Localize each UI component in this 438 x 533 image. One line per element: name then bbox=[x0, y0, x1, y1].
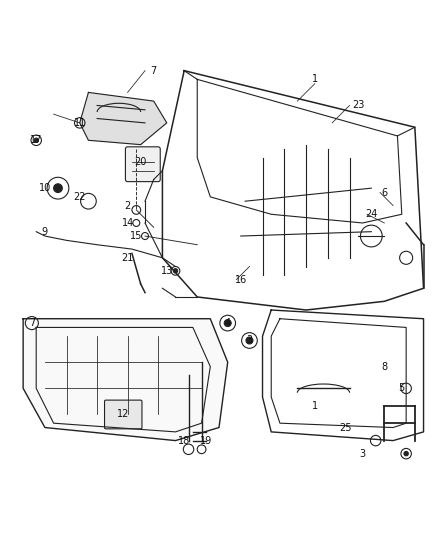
Text: 24: 24 bbox=[365, 209, 378, 219]
Text: 5: 5 bbox=[399, 383, 405, 393]
Polygon shape bbox=[80, 92, 167, 144]
Text: 19: 19 bbox=[200, 435, 212, 446]
Text: 1: 1 bbox=[312, 401, 318, 411]
Text: 11: 11 bbox=[74, 118, 86, 128]
Text: 9: 9 bbox=[42, 227, 48, 237]
Text: 14: 14 bbox=[121, 218, 134, 228]
Text: 7: 7 bbox=[29, 318, 35, 328]
Text: 1: 1 bbox=[312, 75, 318, 84]
Text: 22: 22 bbox=[74, 192, 86, 202]
Polygon shape bbox=[23, 319, 228, 441]
Circle shape bbox=[404, 451, 408, 456]
Text: 17: 17 bbox=[30, 135, 42, 146]
Text: 3: 3 bbox=[247, 335, 253, 345]
Text: 2: 2 bbox=[124, 200, 131, 211]
Text: 23: 23 bbox=[352, 100, 364, 110]
Circle shape bbox=[224, 320, 231, 327]
Text: 25: 25 bbox=[339, 423, 351, 433]
Text: 12: 12 bbox=[117, 409, 130, 419]
Circle shape bbox=[246, 337, 253, 344]
Text: 21: 21 bbox=[121, 253, 134, 263]
Text: 20: 20 bbox=[134, 157, 147, 167]
FancyBboxPatch shape bbox=[105, 400, 142, 429]
Text: 8: 8 bbox=[381, 361, 388, 372]
Text: 18: 18 bbox=[178, 435, 190, 446]
Text: 4: 4 bbox=[225, 318, 231, 328]
Circle shape bbox=[173, 269, 178, 273]
Text: 3: 3 bbox=[360, 449, 366, 458]
Circle shape bbox=[34, 138, 39, 142]
Text: 7: 7 bbox=[151, 66, 157, 76]
Text: 16: 16 bbox=[235, 274, 247, 285]
FancyBboxPatch shape bbox=[125, 147, 160, 182]
Text: 6: 6 bbox=[381, 188, 388, 198]
Text: 13: 13 bbox=[161, 266, 173, 276]
Text: 10: 10 bbox=[39, 183, 51, 193]
Text: 15: 15 bbox=[130, 231, 142, 241]
Circle shape bbox=[53, 184, 62, 192]
